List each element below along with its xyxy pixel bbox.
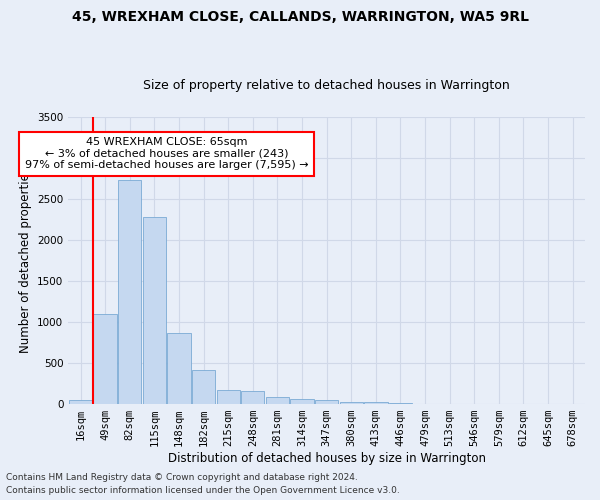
Y-axis label: Number of detached properties: Number of detached properties bbox=[19, 168, 32, 354]
Bar bbox=[266, 396, 289, 404]
Text: 45, WREXHAM CLOSE, CALLANDS, WARRINGTON, WA5 9RL: 45, WREXHAM CLOSE, CALLANDS, WARRINGTON,… bbox=[71, 10, 529, 24]
Bar bbox=[118, 180, 142, 404]
Bar bbox=[315, 400, 338, 404]
Bar bbox=[290, 399, 314, 404]
Bar bbox=[389, 403, 412, 404]
Bar bbox=[241, 390, 265, 404]
Bar bbox=[364, 402, 388, 404]
Text: Contains HM Land Registry data © Crown copyright and database right 2024.
Contai: Contains HM Land Registry data © Crown c… bbox=[6, 474, 400, 495]
Text: 45 WREXHAM CLOSE: 65sqm
← 3% of detached houses are smaller (243)
97% of semi-de: 45 WREXHAM CLOSE: 65sqm ← 3% of detached… bbox=[25, 138, 308, 170]
Bar bbox=[217, 390, 240, 404]
Bar bbox=[167, 332, 191, 404]
Bar bbox=[69, 400, 92, 404]
Bar bbox=[94, 314, 117, 404]
Bar bbox=[192, 370, 215, 404]
Bar bbox=[340, 402, 363, 404]
Bar bbox=[143, 217, 166, 404]
X-axis label: Distribution of detached houses by size in Warrington: Distribution of detached houses by size … bbox=[167, 452, 485, 465]
Title: Size of property relative to detached houses in Warrington: Size of property relative to detached ho… bbox=[143, 79, 510, 92]
